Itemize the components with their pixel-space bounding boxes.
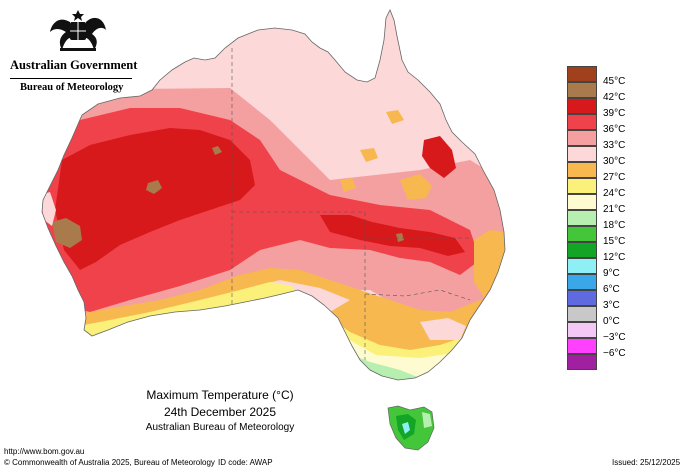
legend-item: −3°C [567,322,639,343]
legend-item: 45°C [567,66,639,87]
legend-item: 12°C [567,242,639,263]
legend-label: −3°C [603,332,626,343]
legend-item: 6°C [567,274,639,295]
legend-item: 15°C [567,226,639,247]
legend-item: 18°C [567,210,639,231]
legend-swatch [567,114,597,130]
legend-swatch [567,98,597,114]
legend-label: 15°C [603,236,626,247]
footer-url[interactable]: http://www.bom.gov.au [4,447,85,456]
legend-item: 33°C [567,130,639,151]
legend-swatch [567,306,597,322]
legend-label: 42°C [603,92,626,103]
legend-swatch [567,162,597,178]
legend-item: 42°C [567,82,639,103]
legend-swatch [567,290,597,306]
legend-label: 3°C [603,300,620,311]
map-title: Maximum Temperature (°C) [146,388,294,402]
map-title-block: Maximum Temperature (°C) 24th December 2… [120,387,320,435]
legend-item [567,354,639,370]
legend-swatch [567,130,597,146]
legend-swatch [567,258,597,274]
legend-item: 39°C [567,98,639,119]
map-date: 24th December 2025 [163,405,277,419]
legend-label: 21°C [603,204,626,215]
government-name: Australian Government [10,58,138,72]
legend-swatch [567,338,597,354]
footer-issued: Issued: 25/12/2025 [612,458,680,467]
footer-id-code: ID code: AWAP [218,458,273,467]
legend-item: 24°C [567,178,639,199]
legend-label: 33°C [603,140,626,151]
footer-copyright: © Commonwealth of Australia 2025, Bureau… [4,458,215,467]
legend-label: 0°C [603,316,620,327]
legend-item: 3°C [567,290,639,311]
coat-of-arms-icon [50,10,106,51]
legend-item: 21°C [567,194,639,215]
legend-swatch [567,178,597,194]
legend-label: 45°C [603,76,626,87]
legend-label: 30°C [603,156,626,167]
legend-label: 24°C [603,188,626,199]
legend-label: 12°C [603,252,626,263]
legend-swatch [567,322,597,338]
legend-item: 30°C [567,146,639,167]
legend-label: 18°C [603,220,626,231]
legend-label: 9°C [603,268,620,279]
legend-swatch [567,194,597,210]
legend-item: 0°C [567,306,639,327]
logo-divider [10,78,132,79]
bureau-name: Bureau of Meteorology [20,82,124,93]
legend-swatch [567,210,597,226]
legend-label: 6°C [603,284,620,295]
legend-label: 39°C [603,108,626,119]
legend-item: −6°C [567,338,639,359]
legend-item: 9°C [567,258,639,279]
legend-item: 36°C [567,114,639,135]
legend-swatch [567,242,597,258]
legend-swatch [567,354,597,370]
map-source: Australian Bureau of Meteorology [145,422,295,433]
legend-label: 36°C [603,124,626,135]
legend-label: −6°C [603,348,626,359]
legend-swatch [567,146,597,162]
legend-label: 27°C [603,172,626,183]
legend-item: 27°C [567,162,639,183]
legend-swatch [567,82,597,98]
legend-swatch [567,274,597,290]
legend-swatch [567,66,597,82]
legend-swatch [567,226,597,242]
